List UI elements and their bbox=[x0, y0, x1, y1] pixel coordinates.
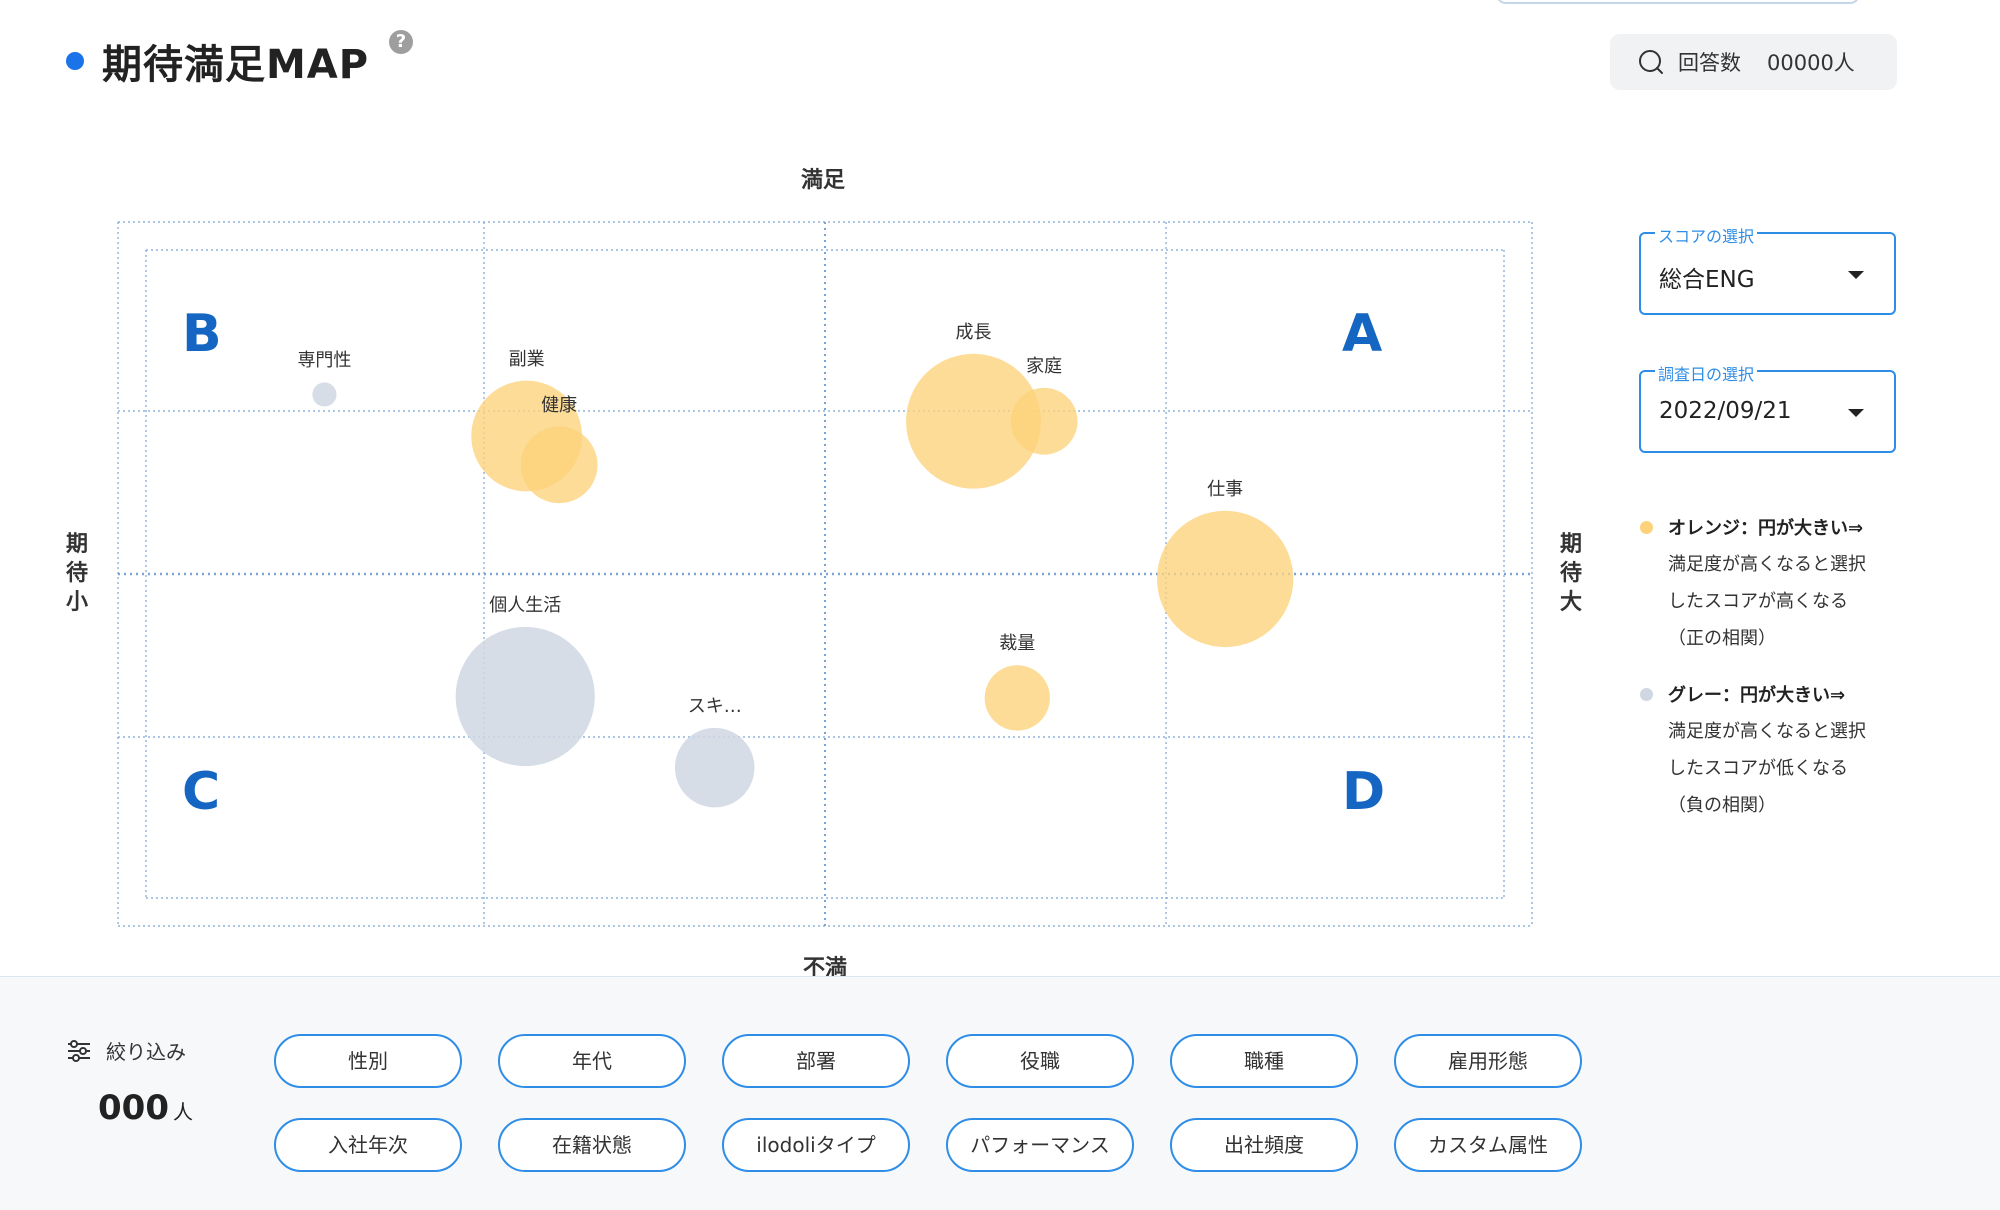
filter-chip-11[interactable]: カスタム属性 bbox=[1394, 1118, 1582, 1172]
quadrant-label-b: B bbox=[182, 304, 222, 364]
bubble-label-4: 家庭 bbox=[1026, 355, 1063, 377]
page-title-wrap: 期待満足MAP bbox=[66, 32, 369, 90]
legend-orange-line-1: 満足度が高くなると選択 bbox=[1668, 554, 1866, 575]
filter-chip-5[interactable]: 雇用形態 bbox=[1394, 1034, 1582, 1088]
bubble-label-3: 成長 bbox=[955, 321, 992, 343]
response-count-label: 回答数 bbox=[1678, 51, 1741, 75]
chevron-down-icon bbox=[1848, 271, 1864, 279]
legend-orange-line-2: したスコアが高くなる bbox=[1668, 591, 1848, 612]
bubble-5[interactable] bbox=[1157, 510, 1294, 648]
legend-gray-line-1: 満足度が高くなると選択 bbox=[1668, 721, 1866, 742]
filter-chip-1[interactable]: 年代 bbox=[498, 1034, 686, 1088]
bubble-2[interactable] bbox=[520, 426, 598, 504]
quadrant-label-c: C bbox=[182, 762, 221, 822]
quadrant-label-a: A bbox=[1342, 304, 1383, 364]
date-select-legend: 調査日の選択 bbox=[1655, 361, 1758, 385]
filter-label: 絞り込み bbox=[106, 1040, 186, 1064]
filter-chip-10[interactable]: 出社頻度 bbox=[1170, 1118, 1358, 1172]
title-dot bbox=[66, 52, 84, 70]
map-bubbles bbox=[312, 353, 1294, 808]
bubble-label-6: 個人生活 bbox=[489, 594, 562, 616]
filtered-count: 000 人 bbox=[98, 1088, 193, 1128]
search-icon bbox=[1639, 50, 1663, 74]
filter-chip-4[interactable]: 職種 bbox=[1170, 1034, 1358, 1088]
axis-label-left: 期待小 bbox=[65, 532, 88, 615]
legend-orange-line-3: （正の相関） bbox=[1668, 628, 1776, 649]
filter-chip-8[interactable]: ilodoliタイプ bbox=[722, 1118, 910, 1172]
filter-sliders-icon bbox=[68, 1039, 90, 1062]
bubble-label-5: 仕事 bbox=[1207, 478, 1244, 500]
date-select-value: 2022/09/21 bbox=[1659, 398, 1792, 424]
date-select[interactable]: 調査日の選択 2022/09/21 bbox=[1639, 361, 1896, 453]
score-select-legend: スコアの選択 bbox=[1655, 223, 1758, 247]
legend-gray-line-2: したスコアが低くなる bbox=[1668, 758, 1848, 779]
filter-chip-7[interactable]: 在籍状態 bbox=[498, 1118, 686, 1172]
bubble-6[interactable] bbox=[455, 626, 595, 767]
bubble-7[interactable] bbox=[674, 727, 755, 808]
bubble-3[interactable] bbox=[906, 353, 1041, 489]
response-count-box: 回答数 00000人 bbox=[1610, 34, 1897, 90]
legend-gray-line-3: （負の相関） bbox=[1668, 795, 1776, 816]
legend-orange-dot bbox=[1640, 521, 1653, 534]
filtered-count-value: 000 bbox=[98, 1088, 169, 1128]
bubble-label-7: スキ… bbox=[687, 695, 742, 717]
response-count-value: 00000人 bbox=[1767, 51, 1855, 75]
bubble-0[interactable] bbox=[312, 382, 337, 407]
quadrant-label-d: D bbox=[1342, 762, 1386, 822]
filter-chip-2[interactable]: 部署 bbox=[722, 1034, 910, 1088]
score-select[interactable]: スコアの選択 総合ENG bbox=[1639, 223, 1896, 315]
filter-chip-6[interactable]: 入社年次 bbox=[274, 1118, 462, 1172]
expectation-satisfaction-map bbox=[117, 221, 1533, 927]
filtered-count-unit: 人 bbox=[172, 1100, 193, 1124]
score-select-value: 総合ENG bbox=[1659, 267, 1755, 293]
filter-label-wrap[interactable]: 絞り込み bbox=[66, 1036, 186, 1065]
bubble-8[interactable] bbox=[984, 665, 1050, 731]
map-grid bbox=[117, 221, 1533, 927]
axis-label-right: 期待大 bbox=[1559, 532, 1582, 615]
legend-gray-head: グレー：円が大きい⇒ bbox=[1668, 685, 1846, 706]
help-icon[interactable]: ? bbox=[389, 30, 413, 54]
filter-chip-3[interactable]: 役職 bbox=[946, 1034, 1134, 1088]
legend-orange-head: オレンジ：円が大きい⇒ bbox=[1668, 518, 1864, 539]
bubble-label-0: 専門性 bbox=[297, 350, 352, 372]
legend-gray-dot bbox=[1640, 688, 1653, 701]
filter-panel bbox=[0, 976, 2000, 1210]
bubble-label-8: 裁量 bbox=[999, 633, 1036, 655]
axis-label-top: 満足 bbox=[801, 168, 846, 193]
filter-chip-0[interactable]: 性別 bbox=[274, 1034, 462, 1088]
bubble-4[interactable] bbox=[1010, 387, 1078, 455]
bubble-label-2: 健康 bbox=[541, 394, 578, 416]
chevron-down-icon bbox=[1848, 409, 1864, 417]
bubble-label-1: 副業 bbox=[508, 348, 545, 370]
filter-chip-9[interactable]: パフォーマンス bbox=[946, 1118, 1134, 1172]
page-title: 期待満足MAP bbox=[102, 42, 370, 88]
